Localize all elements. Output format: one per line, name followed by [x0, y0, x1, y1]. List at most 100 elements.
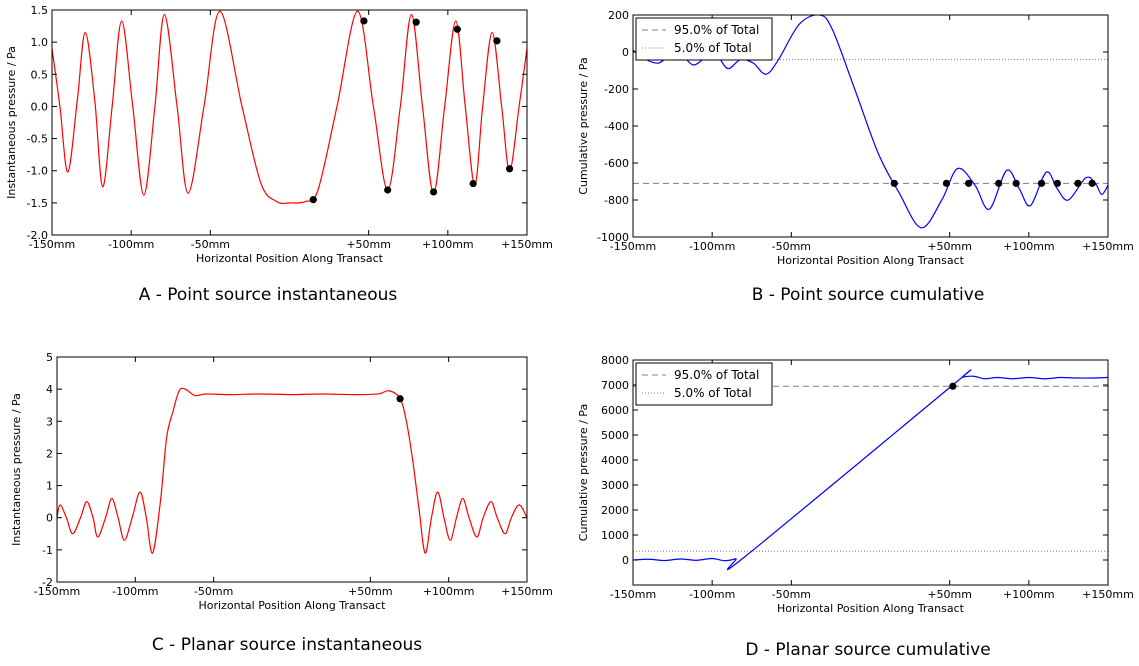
x-tick-label: -50mm	[191, 238, 230, 251]
data-point	[429, 188, 438, 196]
legend-label: 5.0% of Total	[674, 386, 752, 400]
y-tick-label: 4000	[601, 454, 629, 467]
x-tick-label: +50mm	[346, 238, 391, 251]
x-tick-label: +100mm	[1003, 240, 1055, 253]
data-point	[309, 196, 317, 204]
y-tick-label: 2	[46, 447, 53, 460]
x-tick-label: -50mm	[772, 588, 811, 601]
y-axis-label: Instantaneous pressure / Pa	[10, 393, 23, 546]
x-tick-label: +50mm	[927, 588, 972, 601]
plot-area	[57, 357, 527, 582]
data-point	[412, 18, 420, 26]
y-tick-label: -1000	[597, 231, 629, 244]
y-tick-label: -2.0	[27, 229, 48, 242]
x-tick-label: -150mm	[29, 238, 75, 251]
legend-box	[635, 362, 773, 406]
y-axis-label: Instantaneous pressure / Pa	[5, 46, 18, 199]
y-tick-label: 5	[46, 351, 53, 364]
plot-frame	[56, 356, 528, 583]
y-tick-label: 2000	[601, 504, 629, 517]
y-tick-label: 200	[608, 9, 629, 22]
x-tick-label: +50mm	[927, 240, 972, 253]
x-tick-label: +150mm	[501, 585, 553, 598]
y-tick-label: -800	[604, 194, 629, 207]
x-tick-label: -100mm	[112, 585, 158, 598]
x-axis-label: Horizontal Position Along Transact	[196, 252, 384, 265]
y-axis-label: Cumulative pressure / Pa	[577, 404, 590, 541]
y-tick-label: -1.5	[27, 197, 48, 210]
data-point	[965, 179, 973, 187]
y-tick-label: 1.5	[31, 4, 49, 17]
y-tick-label: 3	[46, 415, 53, 428]
plot-content	[52, 10, 527, 205]
y-tick-label: 0.0	[31, 100, 49, 113]
data-point	[396, 395, 404, 403]
x-tick-label: +100mm	[1003, 588, 1055, 601]
y-tick-label: 3000	[601, 479, 629, 492]
y-tick-label: 1000	[601, 529, 629, 542]
y-tick-label: 0	[46, 512, 53, 525]
data-point	[1088, 179, 1096, 187]
data-point	[995, 179, 1003, 187]
y-tick-label: 5000	[601, 429, 629, 442]
data-line	[633, 15, 1108, 229]
y-tick-label: -1.0	[27, 165, 48, 178]
x-tick-label: -100mm	[108, 238, 154, 251]
x-tick-label: -150mm	[610, 240, 656, 253]
y-tick-label: 6000	[601, 404, 629, 417]
plot-content	[57, 387, 527, 554]
caption: D - Planar source cumulative	[745, 640, 990, 660]
y-tick-label: -2	[42, 576, 53, 589]
data-line	[52, 10, 527, 205]
y-tick-label: -1	[42, 544, 53, 557]
data-point	[1012, 179, 1020, 187]
data-point	[942, 179, 951, 187]
legend-box	[635, 17, 773, 61]
y-tick-label: 0	[622, 554, 629, 567]
y-tick-label: -200	[604, 83, 629, 96]
x-tick-label: +150mm	[501, 238, 553, 251]
y-axis-label: Cumulative pressure / Pa	[577, 57, 590, 194]
data-point	[1074, 179, 1082, 187]
y-tick-label: 0	[622, 46, 629, 59]
x-tick-label: -100mm	[689, 240, 735, 253]
x-tick-label: -150mm	[610, 588, 656, 601]
chart-panel: -150mm -100mm -50mm +50mm +100mm +150mm -1.5 -2…	[5, 4, 553, 305]
x-tick-label: -50mm	[772, 240, 811, 253]
legend-label: 5.0% of Total	[674, 41, 752, 55]
y-tick-label: -0.5	[27, 133, 48, 146]
chart-panel: -150mm -100mm -50mm +50mm +100mm +150mm -2 -1 0 1…	[10, 351, 553, 655]
data-point	[384, 186, 392, 194]
x-axis-label: Horizontal Position Along Transact	[199, 599, 387, 612]
plot-content	[633, 369, 1108, 571]
y-tick-label: 4	[46, 383, 53, 396]
data-line	[57, 387, 527, 554]
legend-label: 95.0% of Total	[674, 368, 759, 382]
x-tick-label: +150mm	[1082, 588, 1134, 601]
y-tick-label: 7000	[601, 379, 629, 392]
x-axis-label: Horizontal Position Along Transact	[777, 602, 965, 615]
x-axis-label: Horizontal Position Along Transact	[777, 254, 965, 267]
caption: A - Point source instantaneous	[139, 285, 398, 305]
y-tick-label: 1.0	[31, 36, 49, 49]
caption: C - Planar source instantaneous	[152, 635, 422, 655]
x-tick-label: +150mm	[1082, 240, 1134, 253]
x-tick-label: -100mm	[689, 588, 735, 601]
x-tick-label: +50mm	[348, 585, 393, 598]
data-point	[949, 382, 957, 390]
x-tick-label: -150mm	[34, 585, 80, 598]
chart-panel: -150mm -100mm -50mm +50mm +100mm +150mm -1000 -…	[577, 9, 1134, 305]
legend-label: 95.0% of Total	[674, 23, 759, 37]
x-tick-label: -50mm	[194, 585, 233, 598]
y-tick-label: -400	[604, 120, 629, 133]
plot-frame	[632, 359, 1109, 586]
x-tick-label: +100mm	[423, 585, 475, 598]
caption: B - Point source cumulative	[752, 285, 985, 305]
data-point	[1037, 179, 1046, 187]
data-point	[360, 17, 368, 25]
data-point	[890, 179, 898, 187]
data-point	[1053, 179, 1061, 187]
chart-panel: -150mm -100mm -50mm +50mm +100mm +150mm 0 1000 2…	[577, 354, 1134, 660]
data-point	[505, 165, 514, 173]
